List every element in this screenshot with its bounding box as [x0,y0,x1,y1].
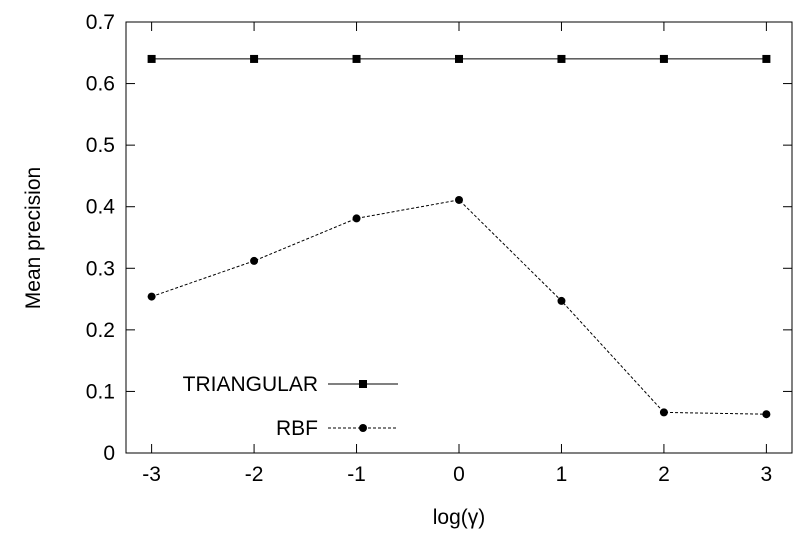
legend: TRIANGULAR RBF [183,373,398,440]
series-rbf-marker [147,292,156,301]
y-tick-label: 0.4 [86,196,116,219]
series-rbf-marker [762,410,771,419]
x-tick-label: 1 [556,463,568,486]
legend-triangular-marker [359,380,367,388]
x-tick-label: -2 [245,463,264,486]
x-tick-label: 0 [453,463,465,486]
y-axis-label: Mean precision [22,167,45,309]
series-rbf-marker [455,195,463,204]
y-tick-label: 0.1 [86,380,115,403]
x-tick-label: -1 [347,463,366,486]
series-triangular-marker [147,54,156,63]
y-tick-label: 0.2 [86,319,115,342]
series-rbf-marker [250,256,259,265]
series-triangular-marker [659,54,668,63]
series-triangular-marker [455,54,463,63]
legend-rbf-marker [359,424,367,432]
x-tick-label: -3 [142,463,161,486]
y-axis-ticks: 0 0.1 0.2 0.3 0.4 0.5 0.6 0.7 [86,11,792,465]
series-layer [147,54,771,419]
series-rbf-marker [557,296,566,305]
series-rbf-marker [659,408,668,417]
legend-label-triangular: TRIANGULAR [183,373,318,396]
y-tick-label: 0 [103,442,115,465]
legend-label-rbf: RBF [276,417,318,440]
series-rbf [147,195,771,419]
series-triangular [147,54,771,63]
x-axis-label: log(γ) [433,506,486,529]
x-tick-label: 3 [761,463,773,486]
x-tick-label: 2 [658,463,670,486]
series-triangular-marker [557,54,566,63]
y-tick-label: 0.7 [86,11,115,34]
y-tick-label: 0.6 [86,73,115,96]
series-triangular-marker [250,54,259,63]
y-tick-label: 0.3 [86,257,115,280]
series-rbf-marker [352,214,361,223]
series-triangular-marker [762,54,771,63]
x-axis-ticks: -3 -2 -1 0 1 2 3 [142,22,772,486]
series-triangular-marker [352,54,361,63]
y-tick-label: 0.5 [86,134,115,157]
